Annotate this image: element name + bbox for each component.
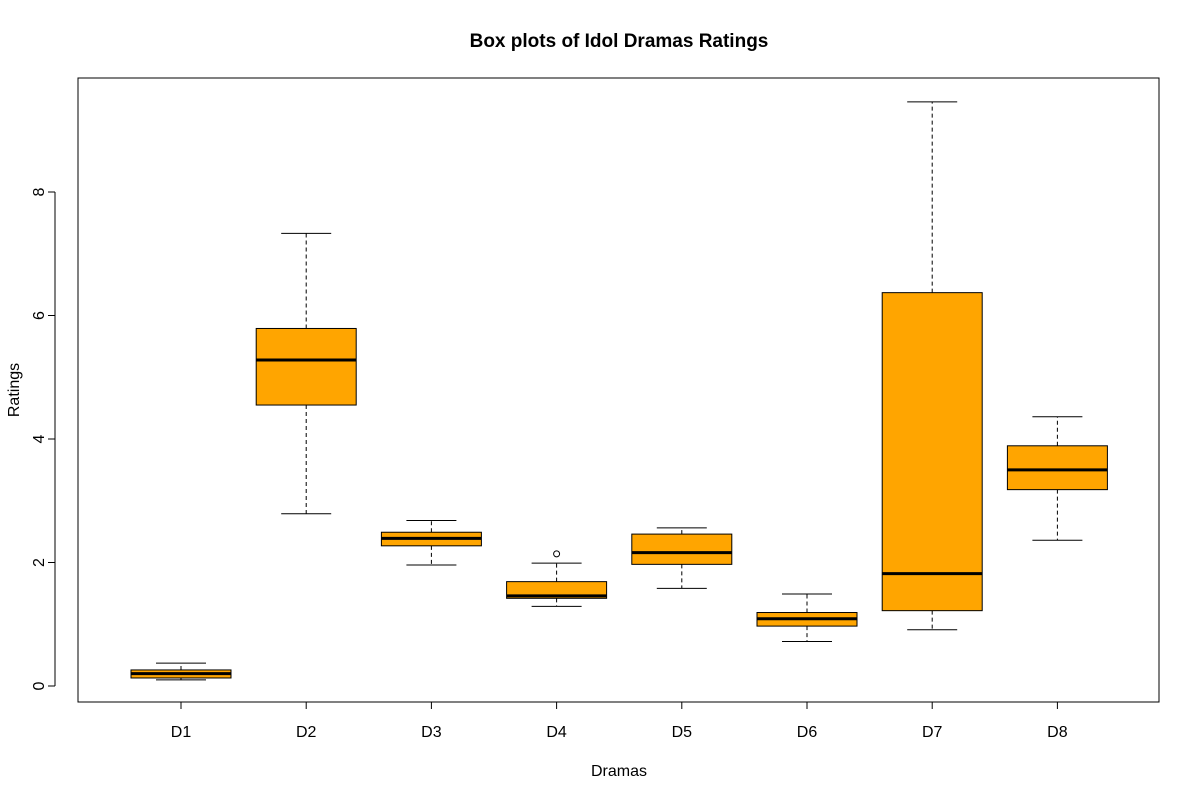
box-D8 — [1006, 416, 1108, 541]
x-tick-label-D4: D4 — [546, 724, 567, 741]
boxes-group — [130, 101, 1108, 681]
x-axis-label: Dramas — [591, 763, 647, 780]
x-tick-label-D2: D2 — [296, 724, 317, 741]
x-tick-label-D7: D7 — [922, 724, 943, 741]
box-rect-D5 — [631, 533, 733, 565]
box-D1 — [130, 662, 232, 681]
box-rect-D7 — [881, 292, 983, 612]
box-D7 — [881, 101, 983, 631]
plot-area-border — [77, 77, 1160, 703]
x-tick-label-D5: D5 — [672, 724, 693, 741]
x-tick-label-D8: D8 — [1047, 724, 1068, 741]
box-rect-D8 — [1006, 445, 1108, 491]
outlier-D4-0 — [553, 550, 561, 558]
box-D6 — [756, 593, 858, 643]
y-axis: 0 2 4 6 8 — [31, 187, 56, 690]
y-tick-label-8: 8 — [31, 187, 48, 196]
box-rect-D4 — [506, 581, 608, 599]
box-D5 — [631, 527, 733, 589]
x-tick-label-D6: D6 — [797, 724, 818, 741]
y-tick-label-2: 2 — [31, 558, 48, 567]
box-D4 — [506, 550, 608, 607]
x-axis: D1 D2 D3 D4 D5 D6 D7 D8 — [171, 701, 1068, 741]
x-tick-label-D3: D3 — [421, 724, 442, 741]
box-rect-D2 — [255, 327, 357, 406]
x-tick-label-D1: D1 — [171, 724, 192, 741]
box-D2 — [255, 232, 357, 515]
y-axis-label: Ratings — [6, 363, 23, 417]
y-tick-label-6: 6 — [31, 311, 48, 320]
y-tick-label-4: 4 — [31, 434, 48, 443]
box-D3 — [380, 520, 482, 566]
chart-title: Box plots of Idol Dramas Ratings — [470, 31, 769, 52]
y-tick-label-0: 0 — [31, 681, 48, 690]
